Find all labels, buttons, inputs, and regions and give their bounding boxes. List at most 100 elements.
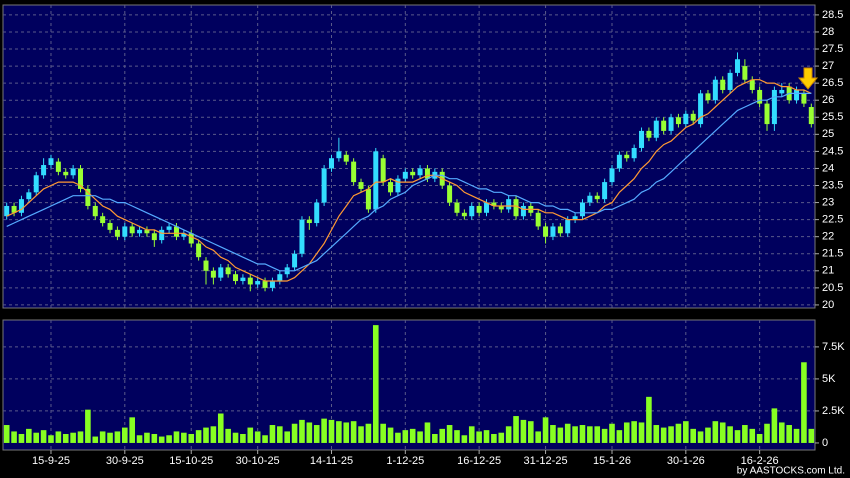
volume-bar: [85, 409, 91, 443]
volume-bar: [579, 425, 586, 443]
candle-body: [388, 182, 394, 193]
volume-bar: [446, 425, 453, 443]
volume-bar: [136, 435, 143, 443]
candle-body: [122, 226, 128, 237]
volume-bar: [550, 425, 556, 443]
volume-bar: [402, 430, 409, 443]
volume-bar: [439, 428, 446, 443]
y-tick-label: 25: [822, 128, 834, 140]
volume-bar: [203, 427, 209, 443]
y-tick-label: 7.5K: [822, 341, 845, 353]
volume-bar: [3, 425, 10, 443]
candle-body: [151, 233, 157, 241]
candle-body: [579, 202, 585, 217]
credit: by AASTOCKS.com Ltd.: [737, 466, 845, 477]
volume-bar: [277, 426, 283, 443]
candle-body: [572, 216, 578, 220]
volume-bar: [801, 362, 807, 443]
y-tick-label: 2.5K: [822, 405, 845, 417]
candle-body: [203, 260, 209, 271]
volume-bar: [572, 426, 578, 443]
volume-bar: [646, 396, 652, 443]
candle-body: [491, 202, 497, 206]
volume-bar: [18, 433, 25, 443]
candle-body: [129, 226, 135, 234]
volume-bar: [520, 419, 527, 443]
volume-bar: [712, 421, 719, 443]
volume-bar: [269, 425, 276, 443]
candle-body: [646, 130, 652, 138]
candle-body: [343, 154, 349, 162]
y-tick-label: 21.5: [822, 248, 843, 260]
volume-bar: [719, 422, 726, 443]
candle-body: [78, 168, 84, 189]
candle-body: [365, 188, 371, 210]
candle-body: [336, 151, 342, 159]
candle-body: [675, 117, 681, 125]
moving-average-line: [6, 92, 812, 272]
volume-bar: [778, 422, 785, 443]
candle-body: [779, 89, 785, 94]
candle-body: [410, 171, 416, 176]
volume-bar: [358, 426, 364, 443]
volume-bar: [158, 436, 165, 443]
candle-body: [328, 158, 334, 169]
volume-bar: [491, 433, 497, 443]
candle-body: [4, 205, 10, 217]
volume-bar: [26, 428, 32, 443]
x-tick-label: 15-9-25: [32, 455, 70, 467]
volume-bar: [350, 421, 357, 443]
candle-body: [543, 226, 549, 237]
y-tick-label: 25.5: [822, 111, 843, 123]
candle-body: [808, 107, 814, 125]
volume-bar: [483, 430, 490, 443]
volume-bar: [55, 431, 62, 443]
volume-bar: [11, 431, 17, 443]
volume-bar: [247, 427, 254, 443]
volume-bar: [166, 435, 172, 443]
candle-body: [107, 223, 113, 230]
candle-body: [506, 199, 512, 210]
candle-body: [210, 270, 216, 278]
candle-body: [602, 182, 608, 200]
y-tick-label: 0: [822, 437, 828, 449]
y-tick-label: 26: [822, 94, 834, 106]
volume-bar: [181, 432, 187, 443]
volume-bar: [262, 435, 268, 443]
volume-bar: [476, 431, 482, 443]
volume-bar: [210, 426, 217, 443]
y-tick-label: 23: [822, 196, 834, 208]
candle-body: [690, 113, 696, 121]
volume-bar: [528, 421, 534, 443]
price-panel: [2, 4, 816, 309]
candle-body: [85, 188, 91, 206]
volume-bar: [328, 419, 335, 443]
volume-bar: [299, 419, 305, 443]
candle-body: [63, 171, 69, 176]
candle-body: [26, 192, 32, 200]
volume-bar: [705, 427, 711, 443]
candle-body: [764, 103, 770, 125]
volume-bar: [122, 427, 128, 443]
volume-bar: [623, 422, 630, 443]
x-tick-label: 16-12-25: [457, 455, 501, 467]
volume-bar: [756, 433, 763, 443]
volume-bar: [498, 432, 505, 443]
candle-body: [240, 277, 246, 282]
candle-body: [631, 147, 637, 159]
candle-body: [484, 202, 490, 213]
volume-bar: [114, 431, 121, 443]
volume-bar: [313, 425, 320, 443]
volume-bar: [77, 431, 84, 443]
volume-bar: [609, 423, 615, 443]
candle-body: [70, 168, 76, 176]
candle-body: [469, 205, 475, 217]
candle-body: [698, 93, 704, 125]
candle-body: [801, 93, 807, 104]
candle-body: [33, 175, 39, 193]
candle-body: [771, 89, 777, 125]
x-tick-label: 14-11-25: [310, 455, 353, 467]
candle-body: [358, 182, 364, 189]
candle-body: [225, 267, 231, 275]
volume-bar: [697, 431, 704, 443]
